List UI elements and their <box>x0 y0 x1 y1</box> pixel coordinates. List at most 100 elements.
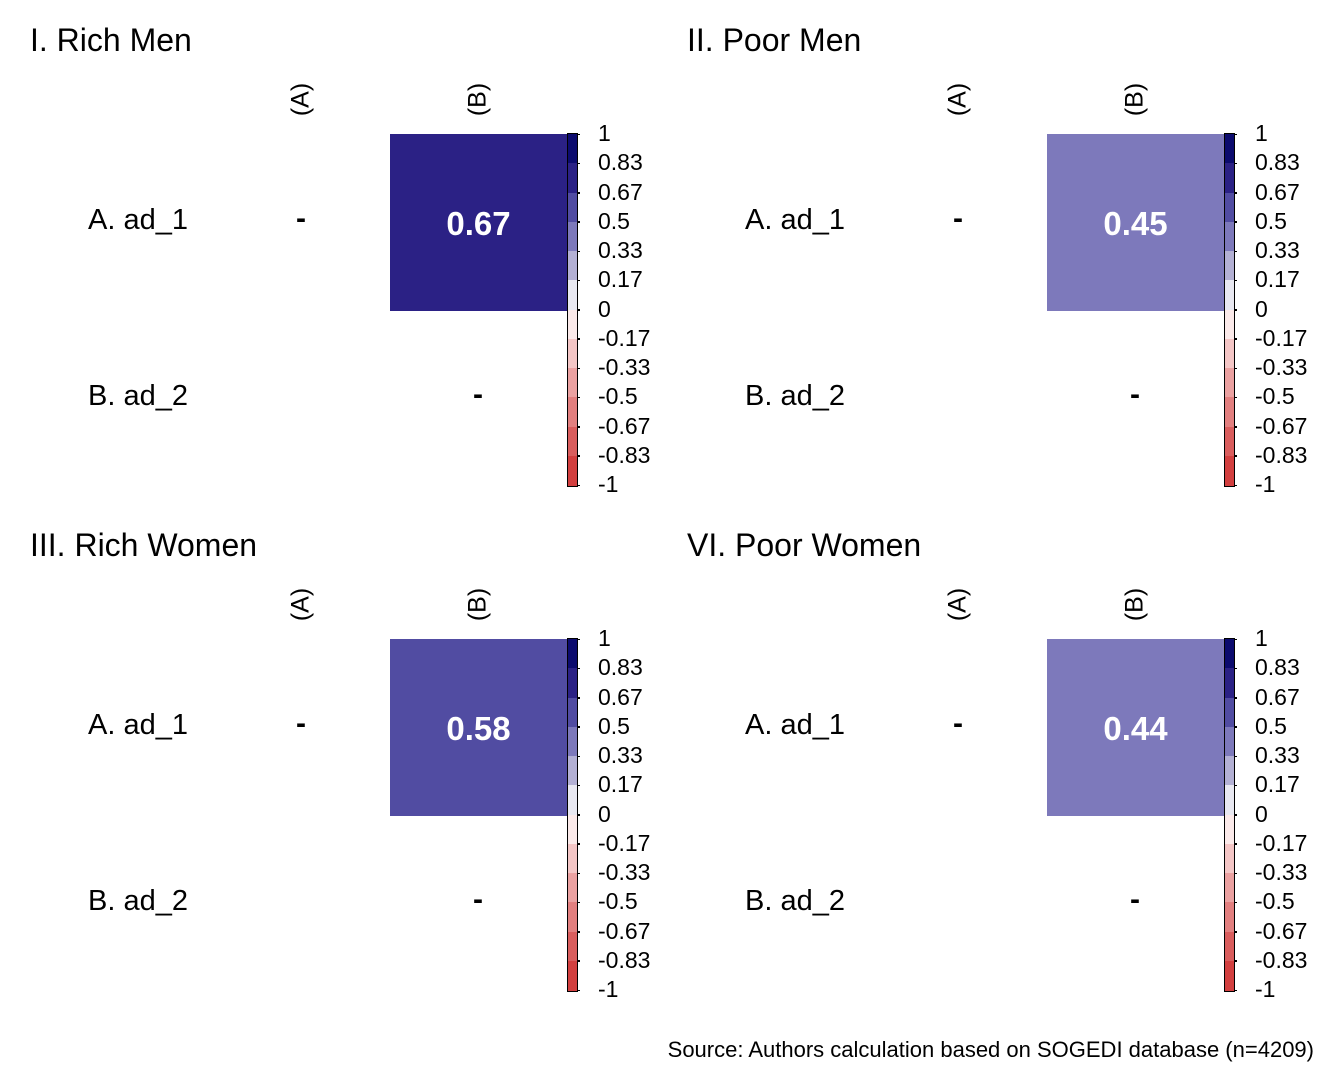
colorbar-tick-mark <box>1234 814 1237 816</box>
heatmap-cell: 0.58 <box>390 639 567 816</box>
colorbar-tick-mark <box>1234 162 1237 165</box>
empty-cell-dash: - <box>473 378 483 411</box>
colorbar-tick-mark <box>577 309 580 311</box>
colorbar-segment <box>568 726 577 757</box>
colorbar-segment <box>1225 251 1234 281</box>
colorbar-tick-mark <box>1234 367 1237 369</box>
colorbar-segment <box>568 134 577 164</box>
colorbar-tick-label: -1 <box>598 471 619 497</box>
colorbar-tick-mark <box>577 162 580 165</box>
colorbar-tick-label: -0.83 <box>598 946 651 973</box>
column-label: (A) <box>286 587 315 622</box>
colorbar-tick-label: 0.17 <box>598 771 643 798</box>
colorbar-tick-mark <box>577 989 580 991</box>
colorbar-tick-label: -0.17 <box>1255 324 1308 351</box>
colorbar-segment <box>1225 843 1234 874</box>
colorbar-tick-label: 0.67 <box>598 683 643 710</box>
colorbar <box>567 133 580 487</box>
colorbar-tick-mark <box>577 667 580 670</box>
colorbar-tick-mark <box>577 697 580 699</box>
colorbar-tick-mark <box>577 784 580 787</box>
colorbar-tick-label: 0.33 <box>598 742 643 768</box>
row-label: B. ad_2 <box>88 380 188 412</box>
colorbar-segment <box>1225 873 1234 903</box>
cell-value-label: 0.45 <box>1103 204 1168 242</box>
colorbar-tick-label: -0.67 <box>1255 917 1308 944</box>
colorbar-tick-mark <box>1234 726 1237 728</box>
colorbar-tick-label: 0.5 <box>1255 712 1287 739</box>
colorbar-segment <box>1225 814 1234 845</box>
colorbar-tick-label: -0.5 <box>598 888 638 915</box>
colorbar-tick-mark <box>1234 484 1237 486</box>
colorbar-tick-label: 0.33 <box>1255 742 1300 768</box>
panel-title: III. Rich Women <box>30 527 258 563</box>
colorbar-segment <box>568 668 577 698</box>
colorbar-segment <box>568 309 577 340</box>
colorbar-tick-mark <box>577 843 580 845</box>
colorbar-tick-mark <box>1234 901 1237 904</box>
colorbar-segment <box>1225 785 1234 815</box>
colorbar-tick-label: -0.5 <box>1255 888 1295 915</box>
colorbar-segment <box>568 902 577 932</box>
colorbar-tick-label: 0.5 <box>598 712 630 739</box>
colorbar-tick-mark <box>577 279 580 282</box>
colorbar-tick-label: 0.17 <box>1255 266 1300 293</box>
colorbar-tick-mark <box>577 250 580 252</box>
colorbar-segment <box>1225 639 1234 669</box>
colorbar-tick-label: 0.5 <box>1255 207 1287 234</box>
colorbar-tick-mark <box>577 726 580 728</box>
colorbar-tick-label: 0.83 <box>1255 149 1300 176</box>
colorbar-tick-label: -0.17 <box>598 324 651 351</box>
colorbar <box>1224 638 1237 992</box>
colorbar-tick-label: -0.5 <box>1255 383 1295 410</box>
colorbar-tick-mark <box>577 338 580 340</box>
row-label: A. ad_1 <box>745 204 845 236</box>
colorbar-segment <box>1225 338 1234 369</box>
colorbar-tick-label: -0.33 <box>598 859 651 885</box>
column-label: (B) <box>1120 587 1149 622</box>
colorbar-segment <box>1225 163 1234 193</box>
colorbar-tick-mark <box>577 484 580 486</box>
colorbar-tick-mark <box>1234 133 1237 135</box>
column-label: (A) <box>286 82 315 117</box>
colorbar-tick-mark <box>1234 309 1237 311</box>
colorbar-tick-mark <box>1234 697 1237 699</box>
panel-title: I. Rich Men <box>30 22 192 58</box>
colorbar-tick-mark <box>577 960 580 962</box>
colorbar-tick-mark <box>1234 843 1237 845</box>
colorbar-segment <box>568 221 577 252</box>
colorbar-segment <box>568 931 577 962</box>
empty-cell-dash: - <box>1130 378 1140 411</box>
colorbar-tick-label: -1 <box>1255 471 1276 497</box>
row-label: A. ad_1 <box>88 204 188 236</box>
colorbar-segment <box>1225 756 1234 786</box>
colorbar-segment <box>568 397 577 427</box>
colorbar-tick-mark <box>1234 872 1237 874</box>
colorbar-tick-label: -0.83 <box>1255 946 1308 973</box>
colorbar-segment <box>568 785 577 815</box>
colorbar-tick-mark <box>1234 638 1237 640</box>
colorbar-segment <box>1225 192 1234 223</box>
colorbar-tick-mark <box>1234 192 1237 194</box>
colorbar-tick-label: 1 <box>598 120 611 146</box>
row-label: A. ad_1 <box>745 709 845 741</box>
colorbar-segment <box>1225 221 1234 252</box>
colorbar-segment <box>568 873 577 903</box>
colorbar-tick-label: -1 <box>598 976 619 1002</box>
row-label: B. ad_2 <box>745 380 845 412</box>
colorbar-segment <box>568 960 577 991</box>
colorbar-tick-mark <box>577 638 580 640</box>
colorbar-segment <box>1225 368 1234 398</box>
column-label: (B) <box>463 82 492 117</box>
heatmap-panel: III. Rich Women (A) (B) A. ad_1 B. ad_2 - 0.58… <box>0 505 657 1010</box>
colorbar-segment <box>568 192 577 223</box>
colorbar-segment <box>1225 309 1234 340</box>
colorbar-segment <box>568 639 577 669</box>
colorbar-tick-label: 0.33 <box>598 237 643 263</box>
colorbar-tick-label: 1 <box>1255 625 1268 651</box>
colorbar-segment <box>568 426 577 457</box>
colorbar-segment <box>568 814 577 845</box>
colorbar-segment <box>1225 134 1234 164</box>
colorbar-tick-mark <box>577 755 580 757</box>
colorbar-segment <box>568 163 577 193</box>
